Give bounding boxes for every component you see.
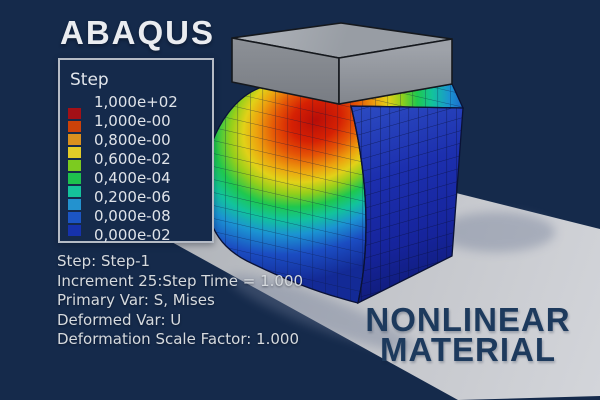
slogan: NONLINEAR MATERIAL	[352, 301, 584, 368]
state-line-deformed-var: Deformed Var: U	[57, 310, 182, 329]
legend-swatch	[68, 108, 81, 119]
state-line-step: Step: Step-1	[57, 252, 151, 270]
slogan-line-1: NONLINEAR	[365, 301, 571, 338]
legend-scale-labels: 1,000e+02 1,000e-00 0,800e-00 0,600e-02 …	[94, 93, 212, 245]
legend-swatch	[68, 160, 81, 171]
legend-swatch	[68, 225, 81, 236]
legend-swatch	[68, 199, 81, 210]
legend-swatch	[68, 121, 81, 132]
legend-swatch	[68, 173, 81, 184]
punch-right-face	[338, 38, 453, 105]
legend-swatch	[68, 186, 81, 197]
app-title: ABAQUS	[60, 14, 216, 51]
state-line-increment: Increment 25:Step Time = 1.000	[57, 271, 304, 290]
legend-scale-value: 0,200e-06	[94, 188, 171, 206]
legend-scale-value: 0,000e-08	[94, 207, 171, 225]
legend-scale-value: 0,600e-02	[94, 150, 171, 168]
legend-scale-value: 0,800e-00	[94, 131, 171, 149]
block-right-mesh	[350, 105, 464, 305]
state-block: Step: Step-1 Increment 25:Step Time = 1.…	[57, 252, 303, 350]
legend-swatch	[68, 134, 81, 145]
legend-scale-value: 1,000e+02	[94, 93, 178, 111]
legend-scale-value: 0,400e-04	[94, 169, 171, 187]
slogan-line-2: MATERIAL	[379, 331, 557, 368]
legend-swatch	[68, 212, 81, 223]
legend-panel: Step 1,000e+02 1,000e-00 0,800e-00 0,600…	[58, 58, 214, 245]
block-shadow-right	[439, 212, 555, 252]
state-line-scale-factor: Deformation Scale Factor: 1.000	[57, 330, 299, 348]
state-line-primary-var: Primary Var: S, Mises	[57, 291, 215, 309]
legend-scale-value: 1,000e-00	[94, 112, 171, 130]
punch-plate	[231, 22, 453, 105]
legend-colorbar	[68, 108, 81, 238]
legend-scale-value: 0,000e-02	[94, 226, 171, 244]
legend-swatch	[68, 147, 81, 158]
legend-title: Step	[70, 70, 109, 90]
block-shadow-front	[228, 274, 416, 352]
